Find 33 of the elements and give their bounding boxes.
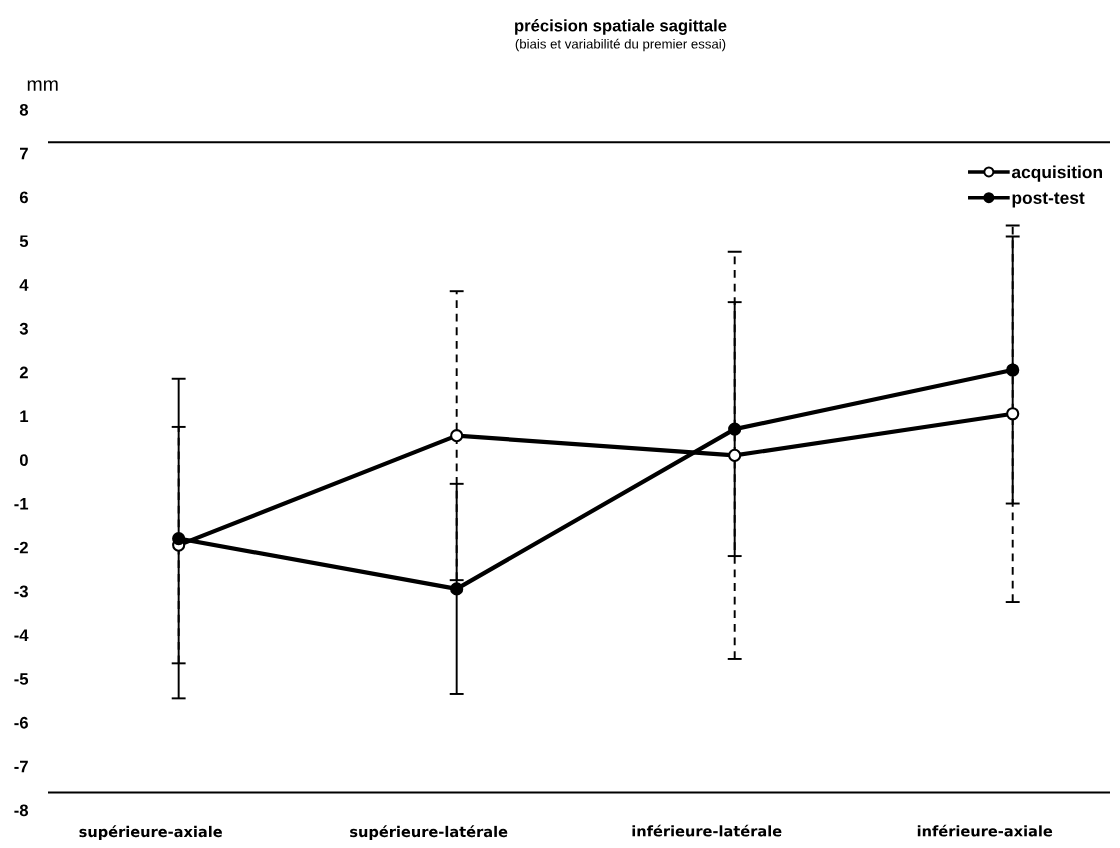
y-tick-label: -5 — [14, 673, 29, 685]
x-tick-label: supérieure-latérale — [350, 825, 508, 840]
y-tick-label: 7 — [20, 147, 28, 160]
y-tick-label: 4 — [19, 279, 29, 291]
point — [728, 448, 742, 462]
x-tick-label: supérieure-axiale — [79, 825, 222, 840]
y-tick-label: 3 — [19, 322, 28, 335]
y-tick-label: 0 — [19, 454, 28, 466]
legend-label: acquisition — [1011, 165, 1102, 182]
point — [450, 582, 464, 596]
point — [450, 429, 464, 443]
y-tick-label: 5 — [19, 235, 29, 248]
point — [1006, 363, 1020, 377]
legend-label: post-test — [1012, 192, 1085, 208]
chart-title: précision spatiale sagittale — [515, 19, 727, 35]
y-tick-label: -6 — [14, 716, 28, 729]
point — [172, 531, 186, 546]
y-tick-label: 1 — [20, 410, 29, 423]
point — [728, 422, 742, 436]
y-axis-title: mm — [27, 80, 58, 91]
y-tick-label: -1 — [14, 498, 29, 510]
y-tick-label: 8 — [19, 103, 29, 116]
x-tick-label: inférieure-axiale — [917, 824, 1053, 837]
y-tick-label: -3 — [14, 585, 28, 598]
y-tick-label: -4 — [14, 629, 29, 641]
x-tick-label: inférieure-latérale — [632, 824, 782, 837]
y-tick-label: 2 — [19, 366, 28, 379]
y-tick-label: -8 — [14, 804, 29, 817]
y-tick-label: 6 — [19, 191, 28, 204]
point — [1006, 407, 1020, 421]
chart-subtitle: (biais et variabilité du premier essai) — [515, 38, 726, 52]
y-tick-label: -7 — [14, 760, 28, 773]
y-tick-label: -2 — [14, 541, 28, 554]
